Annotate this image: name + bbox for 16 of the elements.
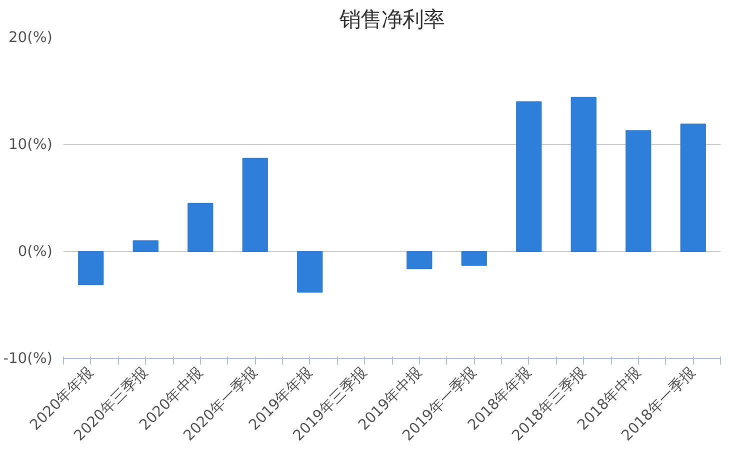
- bar: [626, 130, 652, 252]
- y-tick-label: -10(%): [3, 350, 53, 367]
- bar: [680, 124, 706, 252]
- bar: [570, 96, 596, 252]
- bar: [516, 101, 542, 252]
- y-tick-label: 20(%): [8, 29, 53, 46]
- chart-title: 销售净利率: [338, 8, 444, 32]
- y-tick-label: 0(%): [18, 243, 52, 260]
- bar: [297, 251, 323, 293]
- bar: [78, 251, 104, 286]
- y-tick-label: 10(%): [8, 136, 53, 153]
- bar: [132, 240, 158, 252]
- bar: [461, 251, 487, 266]
- bar: [242, 158, 268, 252]
- bar: [406, 251, 432, 270]
- bar: [188, 202, 214, 252]
